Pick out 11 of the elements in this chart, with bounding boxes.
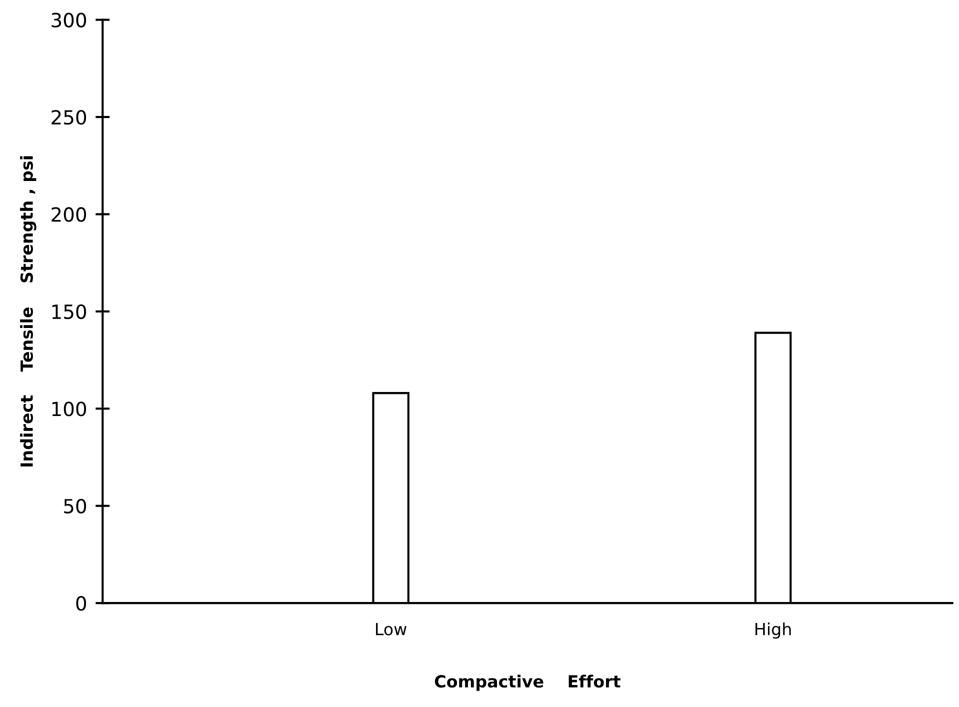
y-tick-label: 0 <box>76 596 86 611</box>
y-tick-label: 250 <box>52 110 86 125</box>
x-axis-title: Compactive Effort <box>434 674 620 691</box>
y-tick-label: 150 <box>52 304 86 320</box>
x-tick-label: Low <box>376 623 407 636</box>
y-tick-label: 300 <box>52 12 86 28</box>
y-tick-label: 100 <box>52 402 86 416</box>
x-tick-label: High <box>756 622 791 639</box>
y-axis-title: Indirect Tensile Strength , psi <box>20 156 36 466</box>
y-tick-label: 50 <box>64 498 86 514</box>
y-tick-label: 200 <box>52 207 86 222</box>
